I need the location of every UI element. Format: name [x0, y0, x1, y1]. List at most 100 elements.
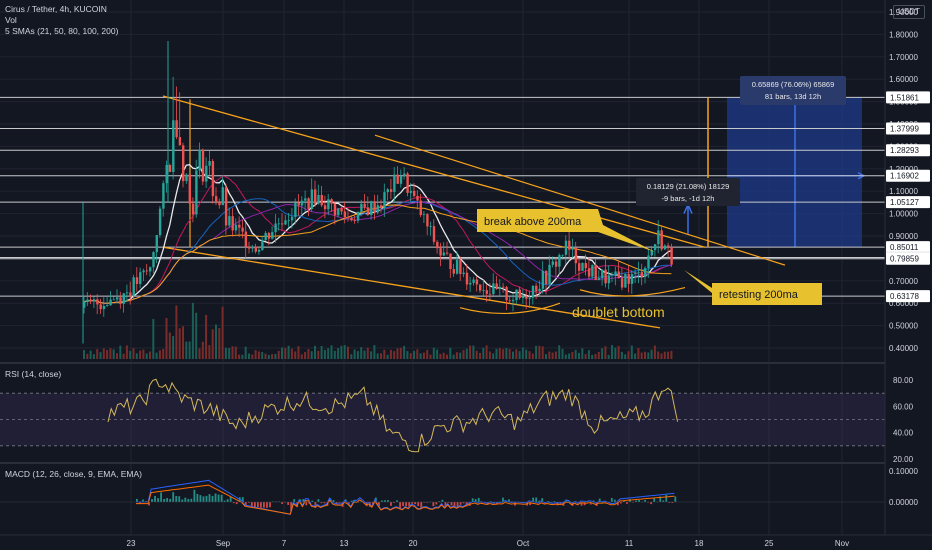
macd-histogram-bar — [263, 502, 265, 508]
candle-body — [182, 145, 185, 182]
macd-histogram-bar — [148, 502, 150, 506]
volume-bar — [525, 349, 528, 359]
volume-bar — [479, 352, 481, 359]
price-tick-label: 0.70000 — [889, 277, 918, 286]
macd-histogram-bar — [411, 502, 414, 504]
macd-histogram-bar — [196, 493, 199, 502]
macd-histogram-bar — [323, 502, 326, 504]
volume-bar — [624, 354, 627, 359]
retest-callout-shape — [684, 270, 822, 305]
candle-body — [284, 220, 287, 225]
volume-bar — [584, 354, 587, 359]
price-tag-box — [886, 169, 930, 182]
candle-body — [317, 194, 320, 204]
volume-bar — [211, 329, 214, 359]
candle-body — [389, 189, 393, 192]
volume-bar — [185, 341, 188, 359]
measure-small-line2: -9 bars, -1d 12h — [662, 194, 715, 203]
candle-body — [175, 120, 178, 138]
volume-bar — [366, 347, 369, 359]
volume-bar — [89, 350, 92, 359]
candle-body — [185, 174, 188, 182]
volume-bar — [149, 351, 151, 359]
price-tick-label: 0.50000 — [889, 322, 918, 331]
volume-bar — [518, 351, 521, 359]
candle-body — [614, 271, 617, 275]
macd-histogram-bar — [169, 498, 172, 502]
macd-histogram-bar — [235, 502, 238, 505]
candle-body — [551, 261, 554, 265]
macd-histogram-bar — [226, 499, 229, 502]
time-tick-label: 20 — [409, 539, 418, 548]
volume-bar — [145, 353, 148, 359]
candle-body — [644, 267, 647, 277]
volume-bar — [363, 350, 366, 359]
volume-bar — [380, 353, 382, 359]
macd-histogram-bar — [674, 496, 677, 502]
candle-body — [178, 137, 182, 146]
time-tick-label: 23 — [127, 539, 136, 548]
candle-body — [620, 278, 624, 288]
volume-bar — [505, 347, 508, 359]
macd-histogram-bar — [574, 501, 577, 502]
candle-body — [578, 263, 581, 271]
volume-bar — [617, 345, 620, 359]
macd-histogram-bar — [190, 498, 193, 502]
macd-histogram-bar — [163, 498, 166, 502]
candle-body — [188, 174, 191, 204]
time-tick-label: 7 — [282, 539, 287, 548]
volume-bar — [323, 350, 326, 359]
price-tag-box — [886, 241, 930, 254]
macd-histogram-bar — [671, 502, 674, 504]
volume-bar — [406, 351, 409, 359]
volume-bar — [224, 347, 227, 359]
volume-bar — [221, 306, 224, 359]
break-callout-shape — [477, 209, 655, 252]
candle-body — [337, 208, 340, 216]
candle-body — [601, 269, 604, 279]
price-tag-box — [886, 290, 930, 303]
resistance-line — [374, 134, 786, 266]
candle-body — [383, 192, 386, 209]
macd-histogram-bar — [489, 501, 492, 502]
legend-title: Cirus / Tether, 4h, KUCOIN — [5, 4, 107, 14]
volume-bar — [548, 351, 551, 359]
price-tick-label: 0.60000 — [889, 299, 918, 308]
candle-body — [462, 272, 465, 274]
volume-bar — [541, 346, 544, 359]
volume-bar — [215, 324, 217, 359]
candle-body — [162, 183, 165, 209]
candle-body — [528, 297, 531, 299]
volume-bar — [581, 348, 584, 359]
candle-body — [518, 289, 521, 298]
macd-histogram-bar — [269, 502, 271, 508]
volume-bar — [132, 348, 135, 359]
macd-histogram-bar — [502, 497, 504, 502]
volume-bar — [455, 352, 458, 359]
candle-body — [307, 198, 310, 210]
volume-bar — [261, 352, 264, 359]
macd-histogram-bar — [616, 502, 619, 506]
candle-body — [568, 240, 571, 250]
rsi-line — [107, 378, 679, 453]
macd-histogram-bar — [408, 502, 411, 507]
candle-body — [535, 285, 538, 292]
candle-body — [611, 274, 614, 276]
volume-bar — [439, 353, 442, 359]
candle-body — [274, 223, 277, 233]
macd-histogram-bar — [202, 496, 205, 502]
price-tag-label: 1.51861 — [890, 93, 919, 102]
volume-bar — [465, 348, 468, 359]
macd-histogram-bar — [374, 497, 377, 502]
candle-body — [343, 211, 347, 218]
macd-histogram-bar — [456, 502, 459, 508]
currency-button[interactable]: USDT — [893, 5, 925, 19]
volume-bar — [277, 350, 280, 359]
candle-body — [119, 297, 122, 304]
doublet-label: doublet bottom — [572, 304, 665, 320]
candle-body — [393, 174, 396, 192]
macd-histogram-bar — [232, 502, 235, 504]
macd-histogram-bar — [142, 499, 144, 502]
candle-body — [660, 230, 663, 250]
